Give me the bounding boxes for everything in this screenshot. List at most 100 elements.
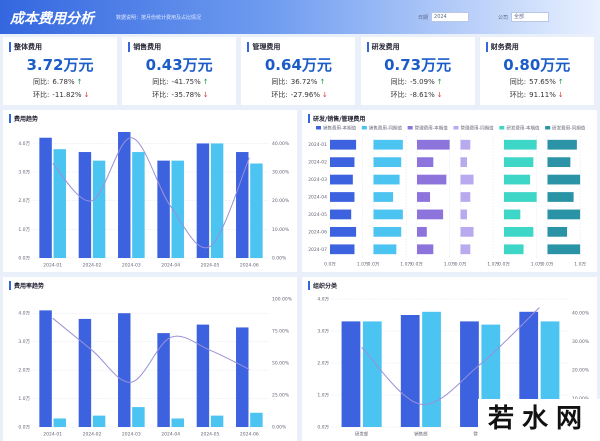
- bar: [250, 412, 263, 427]
- chart-title: 费用率趋势: [9, 281, 44, 290]
- y-tick-label: 1.0万: [18, 396, 30, 402]
- bar: [330, 209, 352, 220]
- y-tick-label: 3.0万: [18, 339, 30, 345]
- y-tick-label: 3.0万: [18, 170, 30, 176]
- x-tick-label: 2024-01: [43, 263, 62, 269]
- x-tick-label: 2024-03: [122, 263, 141, 269]
- y2-tick-label: 0.00%: [272, 425, 287, 431]
- legend-label: 研发费用-同期值: [552, 125, 586, 132]
- y-tick-label: 4.0万: [317, 297, 329, 303]
- y-tick-label: 0.0万: [18, 256, 30, 262]
- legend-swatch: [499, 126, 505, 130]
- legend-label: 研发费用-本期值: [506, 125, 540, 132]
- y-tick-label: 2024-02: [308, 160, 327, 166]
- trend-arrow: ↑: [557, 78, 564, 86]
- rate-value: 57.65%: [529, 78, 556, 86]
- bar: [504, 157, 534, 168]
- y-tick-label: 2024-04: [308, 195, 327, 201]
- x-tick-label: 1.0万: [400, 262, 412, 268]
- bar: [400, 315, 420, 427]
- legend-label: 管理费用-同期值: [461, 125, 495, 132]
- y2-tick-label: 100.00%: [272, 297, 293, 303]
- rate-value: 6.78%: [52, 78, 75, 86]
- y-tick-label: 2024-06: [308, 229, 327, 235]
- x-tick-label: 2024-05: [201, 263, 220, 269]
- subtitle: 数据说明：按月份统计费用及占比情况: [116, 15, 202, 21]
- bar: [330, 192, 355, 202]
- bar: [460, 192, 471, 202]
- kpi-card: 财务费用 0.80万元 同比: 57.65% ↑ 环比: 91.11% ↓: [479, 37, 594, 105]
- filter[interactable]: 日期 2024: [418, 12, 470, 22]
- y-tick-label: 2024-05: [308, 212, 327, 218]
- filter-label: 公司: [498, 14, 509, 21]
- x-tick-label: 2024-02: [83, 263, 102, 269]
- y2-tick-label: 0.00%: [272, 256, 287, 262]
- bar: [53, 418, 66, 427]
- kpi-card: 销售费用 0.43万元 同比: -41.75% ↑ 环比: -35.78% ↓: [122, 37, 237, 105]
- filter[interactable]: 公司 全部: [498, 12, 550, 22]
- bar: [330, 226, 357, 237]
- bar: [417, 139, 450, 150]
- page-title: 成本费用分析: [10, 11, 94, 27]
- chart: 0.0万 1.0万 2.0万 3.0万 4.0万 0.00% 10.00% 20.00% 30.…: [18, 132, 290, 269]
- x-tick-label: 0.0万: [411, 262, 423, 268]
- trend-arrow: ↓: [83, 91, 90, 99]
- bar: [330, 157, 355, 168]
- trend-arrow: ↓: [557, 91, 564, 99]
- bar: [171, 160, 184, 258]
- trend-arrow: ↑: [202, 78, 209, 86]
- bar: [373, 226, 402, 237]
- bar: [547, 174, 581, 185]
- filter-value[interactable]: 2024: [431, 12, 470, 22]
- bar: [196, 143, 210, 258]
- bar: [547, 209, 581, 220]
- x-tick-label: 0.0万: [498, 262, 510, 268]
- chart-title: 研发/销售/管理费用: [308, 114, 365, 123]
- bar: [157, 333, 170, 427]
- y-tick-label: 0.0万: [18, 425, 30, 431]
- y-tick-label: 2024-07: [308, 247, 327, 253]
- kpi-title: 整体费用: [9, 42, 42, 52]
- kpi-title: 研发费用: [366, 42, 400, 52]
- bar: [547, 226, 568, 237]
- rate-value: -35.78%: [171, 91, 201, 99]
- trend-arrow: ↑: [319, 78, 326, 86]
- chart-panel: 研发/销售/管理费用 销售费用-本期值 0.0万 1.0万 销售费用-同期值 0.0万 1.…: [302, 110, 597, 272]
- rate-label: 同比:: [33, 78, 50, 86]
- bar: [236, 327, 249, 427]
- bar: [504, 209, 521, 220]
- bar: [504, 226, 534, 237]
- bar: [547, 139, 577, 150]
- rate-label: 环比:: [509, 91, 527, 99]
- kpi-rate: 同比: 36.72% ↑: [271, 77, 325, 87]
- y2-tick-label: 40.00%: [572, 311, 590, 317]
- rate-value: -27.96%: [290, 91, 320, 99]
- kpi-title: 管理费用: [247, 42, 280, 52]
- x-tick-label: 0.0万: [542, 262, 554, 268]
- x-tick-label: 1.0万: [531, 262, 543, 268]
- watermark: 若水网: [478, 399, 600, 441]
- legend-swatch: [407, 126, 413, 130]
- kpi-rate: 环比: 91.11% ↓: [510, 90, 564, 100]
- bar: [373, 244, 397, 255]
- rate-value: -5.09%: [409, 78, 435, 86]
- chart: 0.0万 1.0万 2.0万 3.0万 4.0万 0.00% 25.00% 50.00% 75.…: [18, 297, 293, 438]
- rate-label: 同比:: [509, 78, 527, 86]
- bar: [118, 313, 131, 427]
- legend-swatch: [316, 126, 321, 130]
- legend-swatch: [361, 126, 367, 130]
- kpi-value: 0.64万元: [264, 56, 332, 74]
- bar: [504, 192, 537, 202]
- filter-value[interactable]: 全部: [511, 12, 550, 22]
- kpi-card: 管理费用 0.64万元 同比: 36.72% ↑ 环比: -27.96% ↓: [241, 37, 356, 105]
- y2-tick-label: 30.00%: [572, 339, 590, 345]
- kpi-rate: 环比: -11.82% ↓: [33, 90, 89, 100]
- y2-tick-label: 40.00%: [272, 141, 290, 147]
- x-tick-label: 1.0万: [444, 262, 456, 268]
- y-tick-label: 3.0万: [317, 329, 329, 335]
- rate-value: -41.75%: [171, 78, 201, 86]
- bar: [236, 152, 249, 258]
- rate-label: 同比:: [152, 78, 169, 86]
- bar: [373, 192, 394, 202]
- x-tick-label: 2024-04: [161, 432, 180, 438]
